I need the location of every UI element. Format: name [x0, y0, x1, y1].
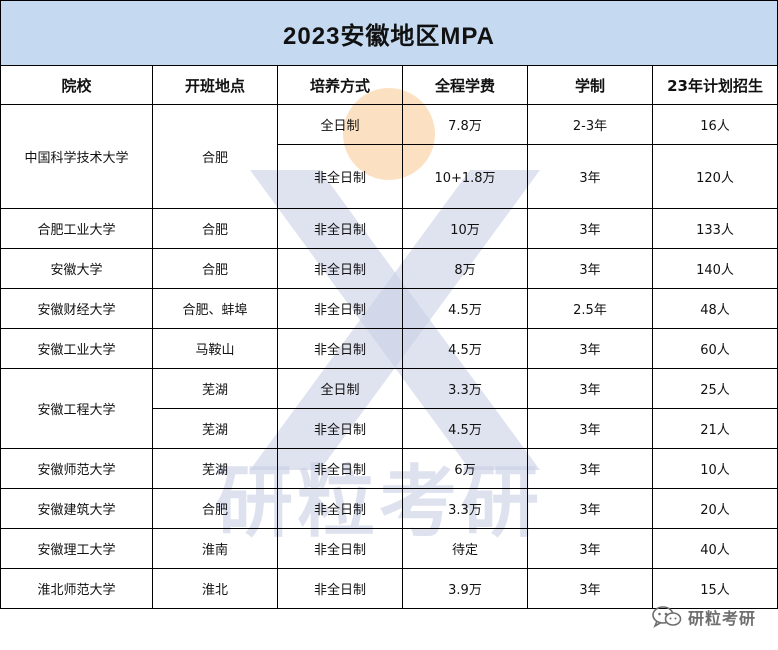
table-title: 2023安徽地区MPA [0, 0, 778, 66]
cell-location: 合肥、蚌埠 [152, 288, 278, 329]
wechat-icon [652, 606, 682, 628]
cell-location: 合肥 [152, 104, 278, 209]
footer-logo[interactable]: 研粒考研 [652, 605, 756, 629]
cell-duration: 3年 [527, 368, 653, 409]
cell-mode: 全日制 [277, 104, 403, 145]
header-row: 院校 开班地点 培养方式 全程学费 学制 23年计划招生 [0, 65, 778, 105]
header-location: 开班地点 [152, 65, 278, 105]
cell-fee: 10万 [402, 208, 528, 249]
cell-fee: 8万 [402, 248, 528, 289]
cell-duration: 3年 [527, 448, 653, 489]
cell-plan: 21人 [651, 408, 778, 449]
table-row: 安徽建筑大学 合肥 非全日制 3.3万 3年 20人 [0, 488, 778, 529]
cell-plan: 16人 [651, 104, 778, 145]
cell-location: 芜湖 [152, 448, 278, 489]
header-mode: 培养方式 [277, 65, 403, 105]
cell-location: 马鞍山 [152, 328, 278, 369]
cell-duration: 3年 [527, 208, 653, 249]
cell-plan: 140人 [651, 248, 778, 289]
cell-plan: 48人 [651, 288, 778, 329]
table-row: 安徽工业大学 马鞍山 非全日制 4.5万 3年 60人 [0, 328, 778, 369]
cell-mode: 非全日制 [277, 328, 403, 369]
cell-plan: 133人 [651, 208, 778, 249]
cell-duration: 2.5年 [527, 288, 653, 329]
cell-mode: 非全日制 [277, 568, 403, 609]
header-plan: 23年计划招生 [651, 65, 778, 105]
table-row: 安徽大学 合肥 非全日制 8万 3年 140人 [0, 248, 778, 289]
cell-mode: 非全日制 [277, 144, 403, 209]
cell-location: 合肥 [152, 208, 278, 249]
cell-location: 芜湖 [152, 408, 278, 449]
header-duration: 学制 [527, 65, 653, 105]
cell-fee: 7.8万 [402, 104, 528, 145]
table-row: 安徽工程大学 芜湖 全日制 3.3万 3年 25人 [0, 368, 778, 449]
cell-mode: 非全日制 [277, 408, 403, 449]
cell-duration: 3年 [527, 528, 653, 569]
cell-duration: 2-3年 [527, 104, 653, 145]
cell-location: 淮南 [152, 528, 278, 569]
cell-school: 安徽建筑大学 [0, 488, 153, 529]
cell-mode: 非全日制 [277, 488, 403, 529]
table-row: 非全日制 10+1.8万 3年 120人 [1, 144, 778, 209]
cell-school: 安徽财经大学 [0, 288, 153, 329]
cell-school: 安徽工业大学 [0, 328, 153, 369]
cell-fee: 6万 [402, 448, 528, 489]
table-row: 安徽理工大学 淮南 非全日制 待定 3年 40人 [0, 528, 778, 569]
cell-duration: 3年 [527, 144, 653, 209]
cell-mode: 非全日制 [277, 208, 403, 249]
cell-plan: 10人 [651, 448, 778, 489]
cell-duration: 3年 [527, 328, 653, 369]
cell-plan: 20人 [651, 488, 778, 529]
cell-plan: 25人 [651, 368, 778, 409]
header-school: 院校 [0, 65, 153, 105]
cell-school: 安徽师范大学 [0, 448, 153, 489]
cell-fee: 待定 [402, 528, 528, 569]
footer-text: 研粒考研 [687, 609, 756, 628]
cell-plan: 120人 [651, 144, 778, 209]
table-row: 安徽财经大学 合肥、蚌埠 非全日制 4.5万 2.5年 48人 [0, 288, 778, 329]
cell-location: 淮北 [152, 568, 278, 609]
cell-mode: 全日制 [277, 368, 403, 409]
cell-school: 中国科学技术大学 [0, 104, 153, 209]
cell-school: 合肥工业大学 [0, 208, 153, 249]
mpa-table: 2023安徽地区MPA 院校 开班地点 培养方式 全程学费 学制 23年计划招生… [0, 0, 778, 609]
cell-fee: 4.5万 [402, 288, 528, 329]
cell-fee: 4.5万 [402, 408, 528, 449]
cell-plan: 15人 [651, 568, 778, 609]
cell-duration: 3年 [527, 568, 653, 609]
cell-mode: 非全日制 [277, 288, 403, 329]
cell-duration: 3年 [527, 248, 653, 289]
cell-duration: 3年 [527, 408, 653, 449]
cell-mode: 非全日制 [277, 448, 403, 489]
cell-school: 安徽工程大学 [0, 368, 153, 449]
cell-plan: 40人 [651, 528, 778, 569]
cell-mode: 非全日制 [277, 528, 403, 569]
cell-location: 合肥 [152, 248, 278, 289]
cell-fee: 4.5万 [402, 328, 528, 369]
table-row: 淮北师范大学 淮北 非全日制 3.9万 3年 15人 [0, 568, 778, 609]
cell-location: 芜湖 [152, 368, 278, 409]
table-row: 安徽师范大学 芜湖 非全日制 6万 3年 10人 [0, 448, 778, 489]
cell-fee: 3.3万 [402, 368, 528, 409]
cell-mode: 非全日制 [277, 248, 403, 289]
cell-location: 合肥 [152, 488, 278, 529]
cell-plan: 60人 [651, 328, 778, 369]
cell-school: 淮北师范大学 [0, 568, 153, 609]
cell-fee: 3.9万 [402, 568, 528, 609]
header-fee: 全程学费 [402, 65, 528, 105]
cell-duration: 3年 [527, 488, 653, 529]
cell-school: 安徽理工大学 [0, 528, 153, 569]
table-row: 合肥工业大学 合肥 非全日制 10万 3年 133人 [0, 208, 778, 249]
cell-fee: 10+1.8万 [402, 144, 528, 209]
cell-fee: 3.3万 [402, 488, 528, 529]
cell-school: 安徽大学 [0, 248, 153, 289]
table-row: 中国科学技术大学 合肥 全日制 7.8万 2-3年 16人 [0, 104, 778, 209]
